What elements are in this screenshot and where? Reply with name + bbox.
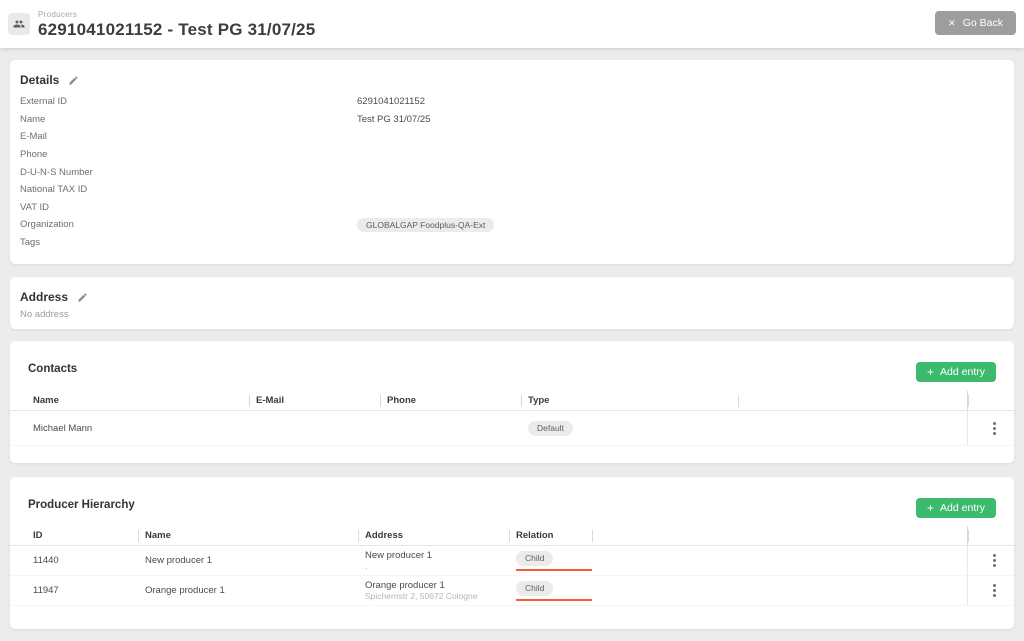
- hierarchy-row: 11440 New producer 1 New producer 1 , Ch…: [10, 546, 1014, 577]
- top-bar: Producers 6291041021152 - Test PG 31/07/…: [0, 0, 1024, 48]
- address-line2: Spichernstr 2, 50672 Cologne: [365, 591, 478, 602]
- plus-icon: +: [927, 501, 935, 516]
- field-row-tags: Tags: [20, 234, 996, 252]
- producers-group-icon: [8, 13, 30, 35]
- field-value: Test PG 31/07/25: [357, 113, 431, 125]
- no-address-text: No address: [20, 309, 69, 321]
- field-row-duns: D-U-N-S Number: [20, 163, 996, 181]
- kebab-menu-icon[interactable]: [987, 418, 1002, 439]
- field-label: Name: [20, 113, 46, 125]
- plus-icon: +: [927, 365, 935, 380]
- contacts-table-header: Name E-Mail Phone Type: [10, 391, 1014, 412]
- relation-badge-underline: Child: [516, 551, 592, 571]
- contacts-add-entry-button[interactable]: + Add entry: [916, 362, 996, 383]
- field-row-national-tax-id: National TAX ID: [20, 181, 996, 199]
- details-fields: External ID 6291041021152 Name Test PG 3…: [20, 93, 996, 251]
- contact-row: Michael Mann Default: [10, 411, 1014, 447]
- hierarchy-add-entry-button[interactable]: + Add entry: [916, 498, 996, 519]
- go-back-label: Go Back: [962, 17, 1003, 29]
- organization-badge: GLOBALGAP Foodplus-QA-Ext: [357, 217, 495, 233]
- column-header-email: E-Mail: [249, 391, 380, 410]
- column-header-spacer: [738, 391, 967, 410]
- address-line1: Orange producer 1: [365, 580, 445, 592]
- address-heading: Address: [20, 290, 69, 305]
- address-card: Address No address: [10, 277, 1014, 330]
- go-back-button[interactable]: ✕ Go Back: [935, 11, 1016, 35]
- column-header-actions: [967, 526, 1014, 546]
- contact-spacer-cell: [738, 411, 967, 445]
- contacts-card: Contacts + Add entry Name E-Mail Phone T…: [10, 341, 1014, 464]
- type-badge: Default: [528, 421, 573, 436]
- close-icon: ✕: [948, 17, 956, 28]
- hierarchy-spacer-cell: [592, 576, 967, 605]
- breadcrumb: Producers: [38, 9, 78, 19]
- hierarchy-table-header: ID Name Address Relation: [10, 526, 1014, 547]
- kebab-menu-icon[interactable]: [987, 550, 1002, 571]
- address-line2: ,: [365, 561, 368, 572]
- hierarchy-name-cell: New producer 1: [145, 555, 213, 567]
- details-card: Details External ID 6291041021152 Name T…: [10, 60, 1014, 265]
- hierarchy-id-cell: 11947: [33, 585, 59, 597]
- page-title: 6291041021152 - Test PG 31/07/25: [38, 19, 316, 39]
- edit-details-pencil-icon[interactable]: [68, 75, 79, 86]
- hierarchy-row: 11947 Orange producer 1 Orange producer …: [10, 576, 1014, 607]
- field-row-vat-id: VAT ID: [20, 199, 996, 217]
- kebab-menu-icon[interactable]: [987, 580, 1002, 601]
- hierarchy-id-cell: 11440: [33, 555, 59, 567]
- hierarchy-actions-cell: [967, 576, 1014, 606]
- field-row-name: Name Test PG 31/07/25: [20, 111, 996, 129]
- hierarchy-actions-cell: [967, 546, 1014, 576]
- field-label: D-U-N-S Number: [20, 166, 93, 178]
- hierarchy-heading: Producer Hierarchy: [28, 499, 135, 512]
- column-header-name: Name: [138, 526, 358, 545]
- column-header-id: ID: [33, 530, 43, 542]
- field-label: Phone: [20, 149, 48, 161]
- field-label: National TAX ID: [20, 184, 88, 196]
- column-header-spacer: [592, 526, 967, 545]
- contacts-heading: Contacts: [28, 363, 78, 376]
- contact-type-cell: Default: [521, 411, 738, 445]
- add-entry-label: Add entry: [940, 366, 985, 379]
- field-label: Organization: [20, 219, 74, 231]
- hierarchy-address-cell: Orange producer 1 Spichernstr 2, 50672 C…: [358, 576, 509, 605]
- contact-actions-cell: [967, 411, 1014, 446]
- address-line1: New producer 1: [365, 550, 433, 562]
- contact-email-cell: [249, 411, 380, 445]
- producer-hierarchy-card: Producer Hierarchy + Add entry ID Name A…: [10, 477, 1014, 630]
- relation-badge: Child: [516, 581, 554, 596]
- field-label: E-Mail: [20, 131, 47, 143]
- contact-name-cell: Michael Mann: [33, 422, 93, 434]
- field-row-phone: Phone: [20, 146, 996, 164]
- column-header-name: Name: [33, 395, 59, 407]
- hierarchy-relation-cell: Child: [509, 576, 592, 605]
- field-row-external-id: External ID 6291041021152: [20, 93, 996, 111]
- column-header-phone: Phone: [380, 391, 521, 410]
- contact-phone-cell: [380, 411, 521, 445]
- hierarchy-relation-cell: Child: [509, 546, 592, 575]
- field-label: External ID: [20, 96, 67, 108]
- hierarchy-address-cell: New producer 1 ,: [358, 546, 509, 575]
- field-label: Tags: [20, 237, 41, 249]
- add-entry-label: Add entry: [940, 502, 985, 515]
- relation-badge-underline: Child: [516, 581, 592, 601]
- column-header-address: Address: [358, 526, 509, 545]
- details-heading: Details: [20, 73, 60, 87]
- field-value: 6291041021152: [357, 96, 425, 108]
- field-row-email: E-Mail: [20, 128, 996, 146]
- column-header-actions: [967, 391, 1014, 411]
- edit-address-pencil-icon[interactable]: [77, 292, 88, 303]
- relation-badge: Child: [516, 551, 554, 566]
- column-header-relation: Relation: [509, 526, 592, 545]
- hierarchy-spacer-cell: [592, 546, 967, 575]
- field-row-organization: Organization GLOBALGAP Foodplus-QA-Ext: [20, 216, 996, 234]
- column-header-type: Type: [521, 391, 738, 410]
- hierarchy-name-cell: Orange producer 1: [145, 585, 225, 597]
- field-label: VAT ID: [20, 201, 50, 213]
